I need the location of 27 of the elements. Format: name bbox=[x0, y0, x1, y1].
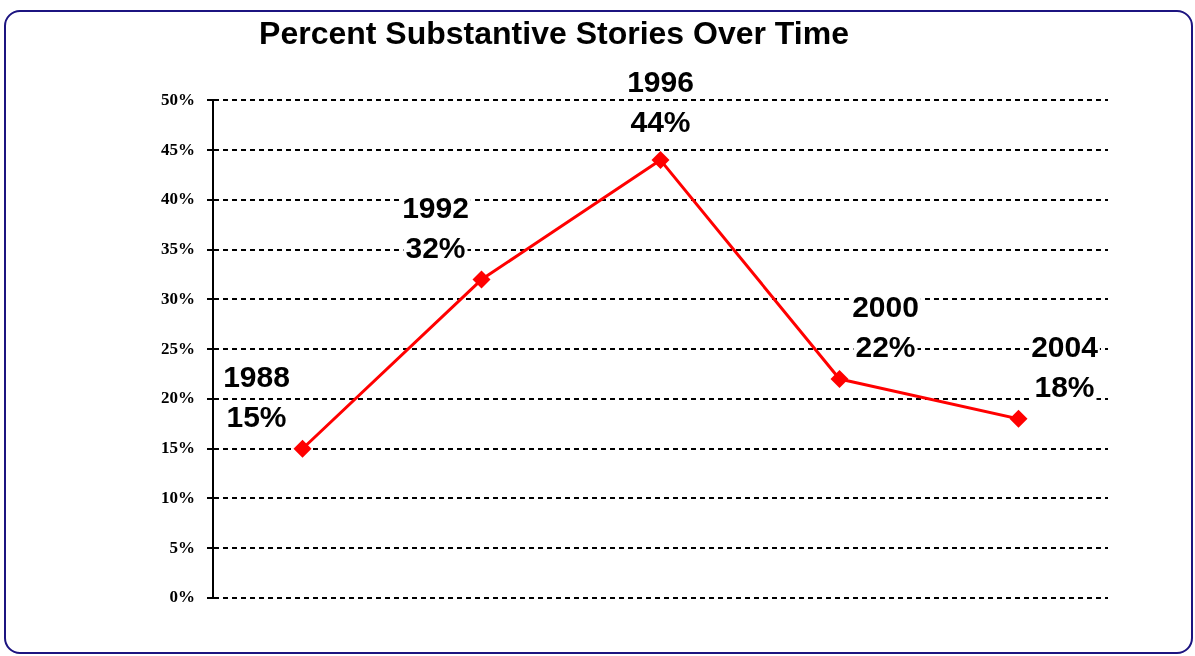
data-label: 44% bbox=[630, 105, 691, 139]
y-tick-label: 30% bbox=[161, 288, 195, 308]
data-label: 32% bbox=[405, 230, 466, 264]
y-tick-label: 35% bbox=[161, 239, 195, 259]
point bbox=[1009, 409, 1028, 428]
point bbox=[472, 270, 491, 289]
point bbox=[830, 370, 849, 389]
point bbox=[651, 151, 670, 170]
x-tick-label: 2004 bbox=[1031, 330, 1099, 364]
point bbox=[293, 439, 312, 458]
y-tick-label: 15% bbox=[161, 438, 195, 458]
x-tick-label: 1996 bbox=[627, 65, 694, 99]
y-tick-label: 50% bbox=[161, 89, 195, 109]
x-tick-label: 2000 bbox=[852, 290, 919, 324]
data-label: 15% bbox=[226, 399, 287, 433]
y-tick-label: 10% bbox=[161, 487, 195, 507]
y-tick-label: 25% bbox=[161, 338, 195, 358]
chart-title: Percent Substantive Stories Over Time bbox=[259, 15, 849, 52]
y-tick-label: 45% bbox=[161, 139, 195, 159]
y-tick-label: 5% bbox=[169, 537, 195, 557]
x-tick-label: 1992 bbox=[402, 190, 469, 224]
y-tick-label: 20% bbox=[161, 388, 195, 408]
data-label: 22% bbox=[855, 330, 916, 364]
y-tick-label: 40% bbox=[161, 189, 195, 209]
data-label: 18% bbox=[1034, 370, 1095, 404]
y-tick-label: 0% bbox=[169, 587, 195, 607]
x-tick-label: 1988 bbox=[223, 359, 290, 393]
